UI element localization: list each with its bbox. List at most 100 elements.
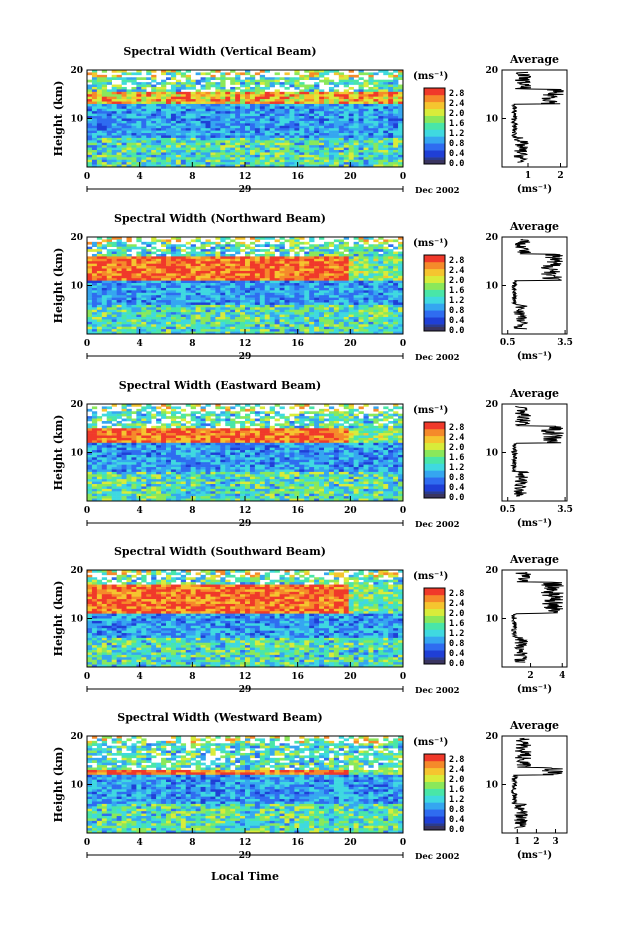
heatmap-cell [274, 302, 280, 306]
heatmap-cell [338, 411, 345, 414]
heatmap-cell [210, 162, 216, 165]
heatmap-cell [393, 287, 399, 291]
heatmap-cell [151, 270, 157, 274]
heatmap-cell [328, 411, 335, 414]
heatmap-cell [195, 79, 201, 83]
heatmap-cell [328, 331, 335, 335]
heatmap-cell [235, 258, 241, 262]
y-tick-label: 20 [70, 233, 83, 243]
heatmap-cell [264, 99, 270, 102]
heatmap-cell [274, 273, 280, 277]
heatmap-cell [309, 331, 315, 335]
heatmap-cell [91, 96, 98, 100]
heatmap-cell [249, 108, 256, 112]
heatmap-cell [319, 137, 325, 141]
heatmap-cell [190, 94, 196, 97]
heatmap-cell [87, 123, 93, 127]
heatmap-cell [289, 150, 295, 153]
heatmap-cell [106, 312, 112, 315]
heatmap-cell [333, 103, 340, 107]
heatmap-cell [353, 123, 359, 127]
heatmap-cell [101, 116, 108, 119]
heatmap-cell [378, 84, 384, 88]
heatmap-cell [304, 302, 310, 306]
heatmap-cell [388, 256, 394, 260]
heatmap-cell [343, 74, 349, 78]
heatmap-cell [249, 137, 256, 141]
heatmap-cell [269, 307, 275, 311]
heatmap-cell [161, 162, 167, 165]
x-tick-label: 0 [400, 339, 406, 349]
heatmap-cell [185, 290, 191, 294]
heatmap-cell [378, 130, 384, 134]
heatmap-cell [269, 295, 275, 298]
heatmap-cell [289, 270, 295, 274]
heatmap-cell [106, 251, 112, 255]
heatmap-cell [87, 300, 93, 303]
heatmap-cell [136, 125, 142, 129]
heatmap-cell [319, 74, 325, 78]
heatmap-cell [309, 147, 315, 151]
heatmap-cell [161, 113, 167, 117]
heatmap-cell [358, 287, 364, 291]
heatmap-cell [96, 237, 103, 240]
heatmap-cell [215, 120, 221, 124]
heatmap-cell [151, 118, 157, 122]
heatmap-cell [259, 307, 266, 311]
heatmap-cell [235, 74, 241, 78]
heatmap-cell [116, 331, 122, 335]
heatmap-cell [190, 154, 196, 158]
heatmap-cell [328, 297, 335, 301]
heatmap-cell [87, 283, 93, 286]
heatmap-cell [111, 150, 117, 153]
heatmap-cell [101, 278, 108, 281]
heatmap-cell [87, 162, 93, 165]
heatmap-cell [398, 94, 404, 97]
heatmap-cell [333, 140, 340, 144]
heatmap-cell [91, 307, 98, 311]
heatmap-cell [299, 74, 305, 78]
heatmap-cell [170, 157, 177, 161]
heatmap-cell [146, 70, 152, 73]
heatmap-cell [279, 142, 285, 146]
heatmap-cell [353, 275, 359, 279]
heatmap-cell [126, 164, 132, 168]
heatmap-cell [210, 258, 216, 262]
heatmap-cell [249, 123, 256, 127]
heatmap-cell [235, 275, 241, 279]
heatmap-cell [151, 321, 157, 325]
heatmap-cell [200, 292, 206, 296]
heatmap-cell [343, 164, 349, 168]
heatmap-cell [91, 140, 98, 144]
heatmap-cell [131, 94, 137, 97]
heatmap-cell [175, 72, 182, 76]
heatmap-cell [368, 96, 374, 100]
heatmap-cell [393, 280, 399, 284]
heatmap-cell [314, 145, 320, 148]
heatmap-cell [235, 309, 241, 313]
heatmap-cell [87, 285, 93, 289]
heatmap-cell [230, 290, 236, 294]
heatmap-cell [333, 317, 340, 320]
heatmap-cell [284, 77, 290, 80]
heatmap-cell [190, 300, 196, 303]
heatmap-cell [358, 253, 364, 257]
heatmap-cell [121, 116, 127, 119]
heatmap-cell [284, 106, 290, 110]
heatmap-cell [230, 329, 236, 332]
heatmap-cell [91, 113, 98, 117]
heatmap-cell [235, 128, 241, 131]
heatmap-cell [284, 147, 290, 151]
heatmap-cell [299, 125, 305, 129]
heatmap-cell [249, 251, 256, 255]
heatmap-cell [259, 406, 266, 410]
heatmap-cell [126, 261, 132, 264]
heatmap-cell [249, 91, 256, 95]
heatmap-cell [319, 116, 325, 119]
heatmap-cell [338, 128, 345, 131]
heatmap-cell [309, 309, 315, 313]
heatmap-cell [111, 106, 117, 110]
heatmap-cell [161, 164, 167, 168]
heatmap-cell [151, 292, 157, 296]
heatmap-cell [373, 145, 379, 148]
